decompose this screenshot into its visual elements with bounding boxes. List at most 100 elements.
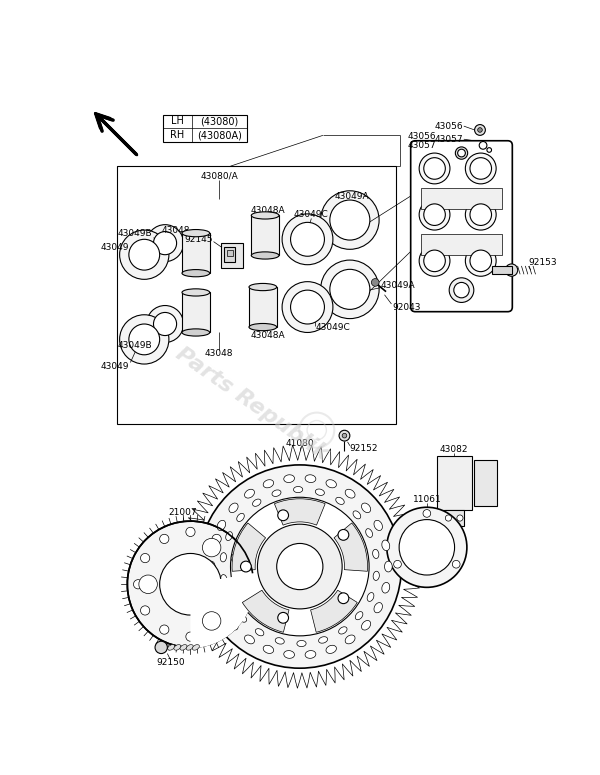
- Ellipse shape: [221, 574, 227, 584]
- Bar: [437, 456, 472, 511]
- Circle shape: [119, 230, 169, 279]
- Ellipse shape: [345, 489, 355, 498]
- Circle shape: [202, 539, 221, 556]
- Circle shape: [133, 580, 143, 589]
- Ellipse shape: [217, 520, 226, 531]
- Text: 92043: 92043: [392, 302, 421, 312]
- Circle shape: [457, 515, 463, 521]
- Bar: [116, 166, 396, 424]
- Ellipse shape: [249, 323, 277, 331]
- Text: 43048A: 43048A: [250, 331, 285, 340]
- Text: 43048: 43048: [162, 226, 190, 235]
- Text: 21007: 21007: [169, 508, 197, 517]
- FancyBboxPatch shape: [410, 141, 512, 312]
- Text: 43049C: 43049C: [315, 323, 350, 332]
- Ellipse shape: [284, 650, 295, 658]
- Circle shape: [155, 641, 167, 653]
- Ellipse shape: [367, 593, 374, 601]
- Circle shape: [119, 315, 169, 364]
- Circle shape: [198, 465, 401, 668]
- Ellipse shape: [326, 480, 337, 487]
- Circle shape: [277, 543, 323, 590]
- Ellipse shape: [263, 480, 274, 487]
- Circle shape: [487, 148, 491, 153]
- Circle shape: [479, 142, 487, 150]
- Text: 92152: 92152: [350, 444, 379, 453]
- Ellipse shape: [220, 553, 226, 562]
- Bar: [493, 267, 512, 274]
- Circle shape: [470, 157, 491, 179]
- Ellipse shape: [227, 596, 234, 604]
- Text: (43080A): (43080A): [197, 130, 242, 140]
- Bar: [445, 511, 464, 525]
- Circle shape: [154, 232, 176, 255]
- Circle shape: [394, 560, 401, 568]
- Circle shape: [140, 553, 150, 563]
- Circle shape: [470, 250, 491, 272]
- Text: 43049A: 43049A: [380, 281, 415, 290]
- Ellipse shape: [239, 615, 247, 622]
- Wedge shape: [232, 523, 266, 571]
- Text: 43048A: 43048A: [250, 205, 285, 215]
- Circle shape: [423, 510, 431, 517]
- Ellipse shape: [229, 503, 238, 512]
- Text: 43048: 43048: [205, 349, 233, 358]
- Circle shape: [140, 606, 150, 615]
- Ellipse shape: [382, 540, 390, 551]
- Circle shape: [419, 199, 450, 230]
- Ellipse shape: [251, 212, 279, 219]
- Ellipse shape: [382, 583, 390, 593]
- Circle shape: [231, 606, 241, 615]
- Ellipse shape: [272, 490, 281, 497]
- Ellipse shape: [374, 520, 382, 531]
- Text: LH: LH: [171, 116, 184, 126]
- Ellipse shape: [263, 646, 274, 653]
- Circle shape: [419, 246, 450, 276]
- Circle shape: [238, 580, 247, 589]
- Ellipse shape: [174, 645, 181, 650]
- Circle shape: [454, 282, 469, 298]
- Circle shape: [424, 157, 445, 179]
- Ellipse shape: [180, 645, 187, 650]
- Wedge shape: [190, 574, 254, 648]
- Circle shape: [387, 508, 467, 587]
- Ellipse shape: [182, 289, 210, 296]
- Ellipse shape: [167, 645, 175, 650]
- Ellipse shape: [361, 621, 371, 630]
- Bar: [163, 115, 247, 143]
- Circle shape: [470, 204, 491, 226]
- Wedge shape: [274, 499, 325, 525]
- Circle shape: [290, 290, 325, 324]
- Circle shape: [445, 515, 451, 521]
- Circle shape: [231, 553, 241, 563]
- Ellipse shape: [182, 270, 210, 277]
- Ellipse shape: [161, 645, 169, 650]
- Text: Parts Republik: Parts Republik: [172, 343, 332, 463]
- Circle shape: [330, 270, 370, 309]
- Ellipse shape: [226, 532, 232, 540]
- Circle shape: [466, 153, 496, 184]
- Text: 43049B: 43049B: [118, 341, 152, 350]
- Circle shape: [339, 430, 350, 441]
- Bar: [251, 215, 279, 256]
- Text: 92150: 92150: [156, 658, 185, 667]
- Ellipse shape: [326, 646, 337, 653]
- Circle shape: [154, 312, 176, 336]
- Circle shape: [338, 593, 349, 604]
- Ellipse shape: [385, 561, 392, 572]
- Bar: [227, 250, 233, 257]
- Circle shape: [129, 324, 160, 355]
- Circle shape: [424, 250, 445, 272]
- Circle shape: [290, 222, 325, 257]
- Circle shape: [160, 553, 221, 615]
- Circle shape: [241, 561, 251, 572]
- Ellipse shape: [284, 475, 295, 483]
- Text: 92145: 92145: [184, 235, 213, 244]
- Ellipse shape: [305, 475, 316, 483]
- Text: 43056: 43056: [407, 132, 436, 140]
- Ellipse shape: [253, 499, 261, 506]
- Text: 43056: 43056: [434, 122, 463, 131]
- Ellipse shape: [182, 229, 210, 236]
- Text: 43049B: 43049B: [118, 229, 152, 239]
- Circle shape: [282, 281, 333, 332]
